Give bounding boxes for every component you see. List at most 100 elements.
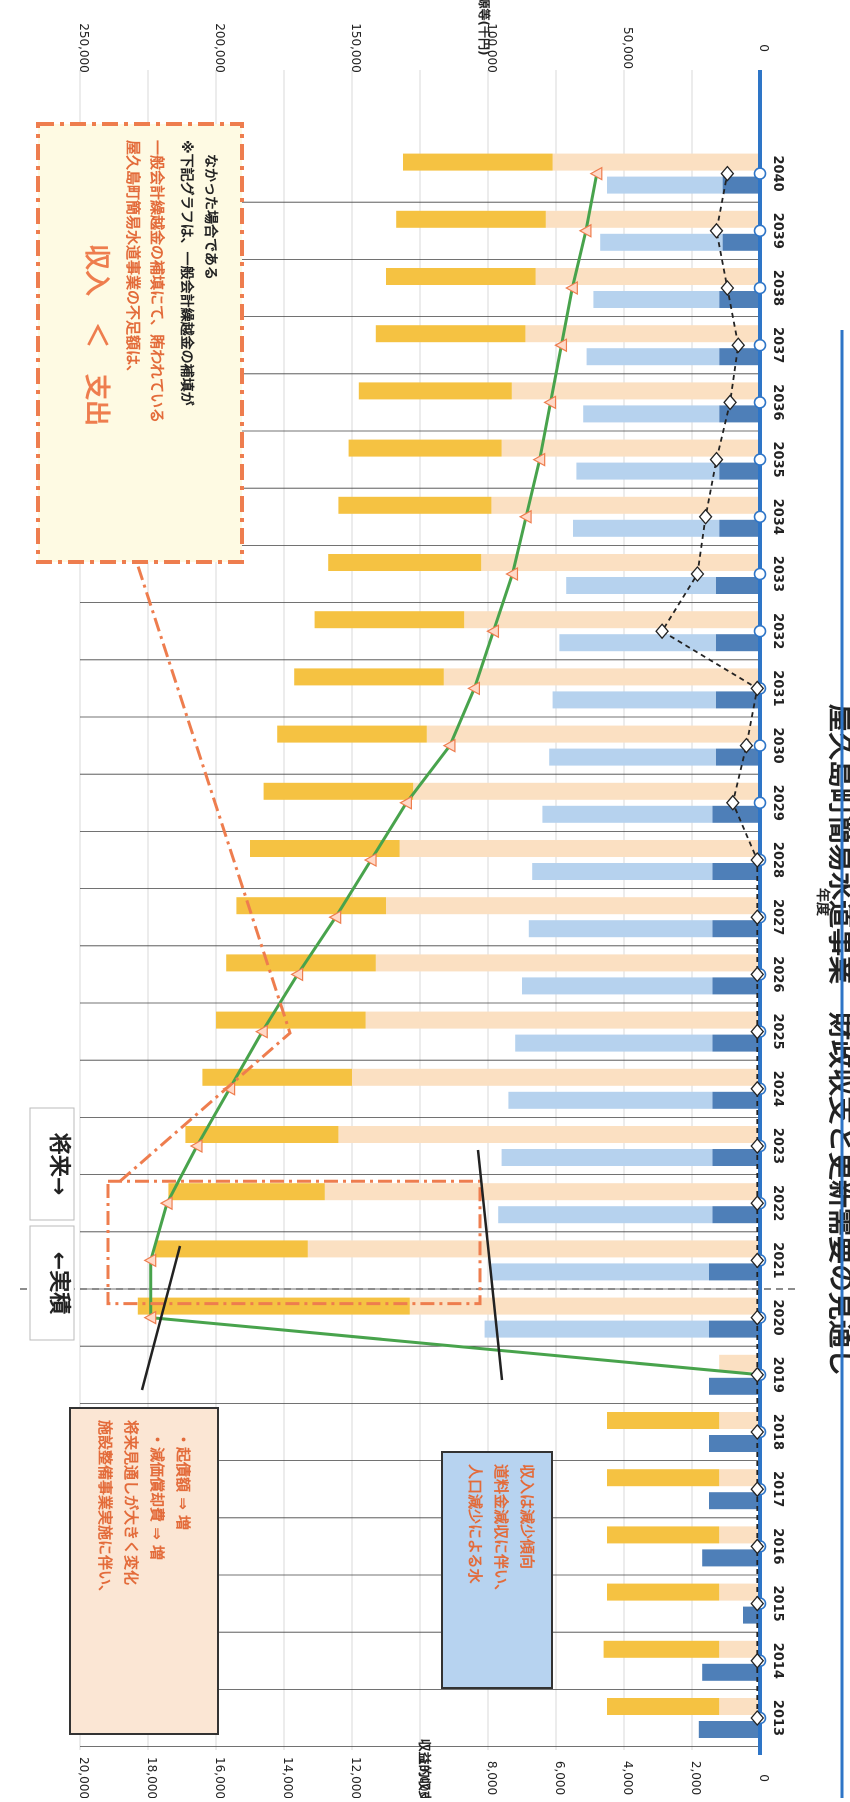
revenue-bar-dark: [712, 806, 760, 823]
expense-bar-pale: [719, 1698, 760, 1715]
revenue-bar-dark: [719, 463, 760, 480]
expense-bar-gold: [294, 668, 444, 685]
annotation-line: ・起債額 ⇒ 増: [174, 1432, 192, 1530]
left-tick-label: 18,000: [145, 1757, 159, 1798]
expense-bar-gold: [607, 1698, 719, 1715]
expense-bar-pale: [525, 325, 760, 342]
revenue-bar-dark: [716, 749, 760, 766]
year-label: 2028: [770, 842, 785, 878]
expense-bar-gold: [264, 783, 414, 800]
revenue-bar-light: [573, 520, 719, 537]
revenue-bar-dark: [712, 863, 760, 880]
year-label: 2015: [770, 1586, 785, 1622]
future-label: 将来→: [46, 1133, 72, 1195]
revenue-bar-light: [549, 749, 716, 766]
revenue-bar-dark: [709, 1263, 760, 1280]
right-tick-label: 250,000: [77, 23, 91, 73]
revenue-bar-light: [583, 405, 719, 422]
revenue-bar-light: [515, 1035, 712, 1052]
expense-bar-gold: [376, 325, 526, 342]
expense-bar-pale: [400, 840, 760, 857]
year-label: 2033: [770, 556, 785, 592]
revenue-bar-light: [532, 863, 712, 880]
revenue-bar-light: [508, 1092, 712, 1109]
expense-bar-gold: [607, 1469, 719, 1486]
year-marker: [755, 225, 766, 236]
year-marker: [755, 626, 766, 637]
actual-label-box: ←実積: [30, 1226, 74, 1340]
annotation-line: 人口減少による水: [466, 1464, 484, 1585]
right-tick-label: 200,000: [213, 23, 227, 73]
year-label: 2019: [770, 1357, 785, 1393]
expense-bar-gold: [338, 497, 491, 514]
year-label: 2030: [770, 728, 785, 764]
left-tick-label: 6,000: [553, 1761, 567, 1795]
expense-bar-pale: [481, 554, 760, 571]
revenue-bar-dark: [702, 1549, 760, 1566]
left-tick-label: 4,000: [621, 1761, 635, 1795]
expense-bar-pale: [410, 1298, 760, 1315]
right-axis-title: 補填財源等(千円): [477, 0, 492, 55]
expense-bar-gold: [607, 1412, 719, 1429]
expense-bar-gold: [138, 1298, 410, 1315]
revenue-bar-light: [522, 977, 712, 994]
revenue-bar-light: [542, 806, 712, 823]
revenue-bar-dark: [719, 520, 760, 537]
expense-bar-pale: [719, 1412, 760, 1429]
annotation-heading: 収入 ＜ 支出: [81, 244, 111, 426]
annotation-line: 将来見通しが大きく変化: [122, 1420, 140, 1585]
revenue-bar-light: [587, 348, 720, 365]
year-label: 2040: [770, 156, 785, 192]
revenue-bar-light: [498, 1206, 712, 1223]
revenue-bar-light: [529, 920, 713, 937]
expense-bar-gold: [604, 1641, 720, 1658]
annotation-line: なかった場合である: [202, 154, 219, 280]
year-label: 2029: [770, 785, 785, 821]
expense-bar-pale: [338, 1126, 760, 1143]
expense-bar-pale: [464, 611, 760, 628]
right-tick-label: 0: [757, 44, 771, 52]
revenue-bar-light: [491, 1263, 709, 1280]
left-tick-label: 2,000: [689, 1761, 703, 1795]
revenue-bar-dark: [709, 1435, 760, 1452]
year-label: 2016: [770, 1528, 785, 1564]
expense-bar-pale: [427, 726, 760, 743]
annotation-line: ・減価償却費 ⇒ 増: [148, 1432, 166, 1560]
expense-bar-pale: [719, 1584, 760, 1601]
revenue-bar-dark: [712, 920, 760, 937]
revenue-bar-light: [485, 1321, 709, 1338]
revenue-bar-dark: [699, 1721, 760, 1738]
revenue-bar-light: [559, 634, 715, 651]
year-label: 2034: [770, 499, 785, 535]
revenue-bar-dark: [712, 1149, 760, 1166]
expense-bar-pale: [376, 954, 760, 971]
revenue-bar-light: [553, 691, 716, 708]
revenue-bar-light: [593, 291, 719, 308]
expense-bar-gold: [168, 1183, 324, 1200]
revenue-bar-dark: [716, 577, 760, 594]
annotation-line: 屋久島町簡易水道事業の不足額は、: [124, 140, 142, 380]
year-label: 2035: [770, 442, 785, 478]
expense-bar-pale: [546, 211, 760, 228]
chart-title: 屋久島町簡易水道事業 財政収支と更新需要の見通し: [825, 704, 850, 1376]
year-marker: [755, 283, 766, 294]
year-label: 2014: [770, 1643, 785, 1679]
expense-bar-pale: [325, 1183, 760, 1200]
year-label: 2032: [770, 613, 785, 649]
year-marker: [755, 454, 766, 465]
expense-bar-gold: [349, 440, 502, 457]
expense-bar-pale: [352, 1069, 760, 1086]
revenue-bar-dark: [712, 1092, 760, 1109]
year-label: 2022: [770, 1185, 785, 1221]
year-label: 2036: [770, 384, 785, 420]
year-label: 2023: [770, 1128, 785, 1164]
year-marker: [755, 740, 766, 751]
expense-bar-gold: [216, 1012, 366, 1029]
right-axis-ticks: 050,000100,000150,000200,000250,000: [77, 23, 771, 73]
revenue-bar-dark: [709, 1378, 760, 1395]
year-label: 2027: [770, 899, 785, 935]
expense-bar-gold: [202, 1069, 352, 1086]
left-tick-label: 8,000: [485, 1761, 499, 1795]
expense-bar-pale: [512, 382, 760, 399]
